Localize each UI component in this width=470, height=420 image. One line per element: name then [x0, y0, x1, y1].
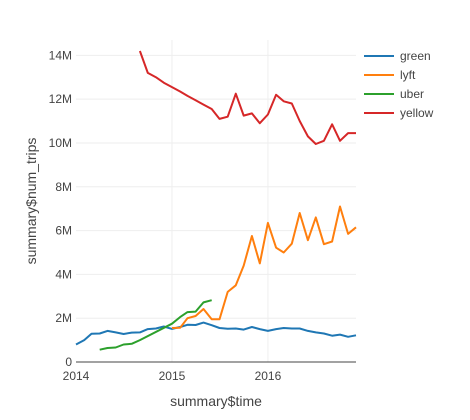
y-axis-title: summary$num_trips	[23, 138, 39, 265]
x-tick-label: 2016	[255, 369, 282, 383]
legend-label-yellow[interactable]: yellow	[400, 106, 434, 120]
legend-label-lyft[interactable]: lyft	[400, 68, 416, 82]
series-line-uber	[99, 299, 212, 351]
y-tick-label: 0	[65, 355, 72, 369]
legend[interactable]: green lyft uber yellow	[364, 49, 434, 120]
y-tick-label: 8M	[55, 180, 72, 194]
y-tick-label: 14M	[49, 48, 72, 62]
series-lines	[75, 50, 357, 351]
y-tick-label: 12M	[49, 92, 72, 106]
series-line-yellow	[138, 50, 356, 145]
x-tick-label: 2015	[159, 369, 186, 383]
axes: 0 2M 4M 6M 8M 10M 12M 14M 2014 2015 2016	[49, 48, 356, 383]
series-line-green	[75, 321, 357, 346]
x-axis-title: summary$time	[170, 393, 262, 409]
grid	[76, 40, 356, 362]
y-tick-label: 6M	[55, 224, 72, 238]
y-tick-label: 2M	[55, 311, 72, 325]
series-line-lyft	[171, 205, 357, 329]
legend-label-uber[interactable]: uber	[400, 87, 424, 101]
y-tick-label: 10M	[49, 136, 72, 150]
x-tick-label: 2014	[63, 369, 90, 383]
legend-label-green[interactable]: green	[400, 49, 431, 63]
y-tick-label: 4M	[55, 267, 72, 281]
